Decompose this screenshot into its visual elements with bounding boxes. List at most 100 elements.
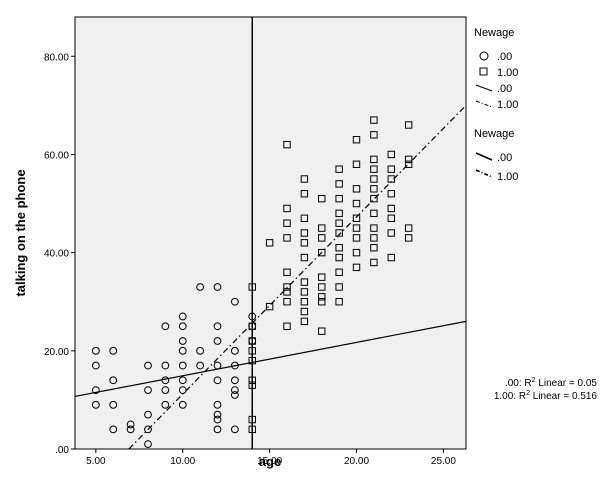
point-series-0 (178, 361, 187, 370)
point-series-1 (335, 268, 343, 276)
point-series-0 (178, 386, 187, 394)
x-tick-label: 10.00 (170, 456, 195, 467)
point-series-1 (335, 229, 343, 237)
point-series-1 (352, 160, 361, 168)
point-series-0 (178, 322, 187, 331)
r2-label-0: .00: R2 Linear = 0.05 (505, 377, 597, 389)
point-series-1 (318, 224, 326, 232)
point-series-0 (161, 361, 170, 370)
x-tick-label: 15.00 (257, 456, 282, 467)
point-series-1 (370, 185, 378, 193)
point-series-0 (91, 386, 100, 394)
point-series-1 (335, 219, 343, 227)
point-series-0 (178, 400, 187, 409)
point-series-1 (300, 288, 309, 296)
point-series-1 (265, 302, 274, 311)
point-series-1 (370, 244, 378, 252)
point-series-1 (300, 229, 309, 237)
y-tick-label: 80.00 (44, 52, 69, 63)
point-series-1 (318, 327, 326, 335)
point-series-0 (230, 346, 239, 355)
point-series-1 (283, 140, 291, 149)
x-tick-label: 20.00 (344, 456, 369, 467)
point-series-1 (370, 224, 378, 232)
legend-title-markers: Newage (474, 27, 514, 39)
point-series-1 (335, 253, 343, 262)
point-series-1 (387, 253, 395, 262)
r2-annotations: .00: R2 Linear = 0.05 1.00: R2 Linear = … (494, 377, 598, 402)
point-series-1 (387, 190, 395, 198)
point-series-1 (335, 283, 343, 291)
point-series-1 (370, 234, 378, 242)
point-series-1 (387, 150, 395, 159)
point-series-0 (213, 361, 222, 370)
point-series-1 (283, 298, 291, 306)
point-series-1 (300, 253, 309, 262)
point-series-0 (109, 346, 118, 355)
point-series-1 (387, 175, 395, 183)
y-tick-label: 20.00 (44, 347, 69, 358)
point-series-1 (300, 317, 309, 326)
legend-label-dashdot-line-2: 1.00 (497, 171, 518, 183)
point-series-1 (387, 214, 395, 222)
legend-label-solid-line-2: .00 (497, 152, 512, 164)
point-series-0 (109, 425, 118, 434)
point-series-1 (335, 180, 343, 188)
legend-label-square: 1.00 (497, 67, 518, 79)
point-series-1 (283, 283, 291, 291)
point-series-1 (335, 298, 343, 306)
point-series-0 (213, 376, 222, 385)
point-series-1 (387, 204, 395, 213)
point-series-1 (352, 199, 361, 208)
point-series-1 (300, 190, 309, 198)
point-series-0 (144, 410, 152, 419)
point-series-1 (370, 194, 378, 203)
point-series-0 (213, 400, 222, 409)
point-series-1 (300, 298, 309, 306)
point-series-1 (352, 224, 361, 232)
point-series-1 (248, 425, 256, 434)
point-series-1 (265, 239, 274, 247)
point-series-1 (404, 160, 413, 168)
point-series-1 (404, 234, 413, 242)
point-series-1 (352, 136, 361, 144)
point-series-0 (213, 322, 222, 331)
point-series-0 (248, 312, 257, 321)
point-series-0 (109, 376, 118, 385)
point-series-0 (213, 415, 222, 424)
point-series-0 (230, 376, 239, 385)
point-series-0 (126, 420, 135, 429)
point-series-0 (196, 283, 205, 291)
point-series-1 (283, 268, 291, 276)
legend-circle-marker (479, 51, 489, 61)
legend-title-lines: Newage (474, 128, 514, 140)
point-series-1 (300, 307, 309, 316)
point-series-1 (318, 194, 326, 203)
y-tick-label: 40.00 (44, 249, 69, 260)
fit-line-0 (74, 320, 467, 398)
point-series-1 (352, 214, 361, 222)
point-series-1 (370, 131, 378, 139)
point-series-1 (352, 234, 361, 242)
point-series-1 (335, 244, 343, 252)
point-series-0 (213, 410, 222, 419)
point-series-0 (161, 386, 170, 394)
legend-dashdot-line-2 (475, 169, 493, 178)
point-series-0 (230, 297, 239, 306)
point-series-0 (230, 361, 239, 370)
y-axis-title: talking on the phone (13, 169, 28, 296)
point-series-0 (161, 322, 170, 331)
point-series-0 (213, 337, 222, 345)
legend: Newage .00 1.00 .00 1.00 Newage .00 1.00 (474, 27, 518, 183)
point-series-0 (178, 312, 187, 321)
axes: 5.00 10.00 15.00 20.00 25.00 .00 20.00 40.00 60.… (44, 52, 456, 467)
point-series-0 (213, 425, 222, 434)
point-series-1 (370, 175, 378, 183)
point-series-1 (352, 263, 361, 272)
point-series-1 (283, 234, 291, 242)
r2-label-1: 1.00: R2 Linear = 0.516 (494, 390, 598, 402)
point-series-1 (335, 194, 343, 203)
point-series-0 (144, 425, 152, 434)
